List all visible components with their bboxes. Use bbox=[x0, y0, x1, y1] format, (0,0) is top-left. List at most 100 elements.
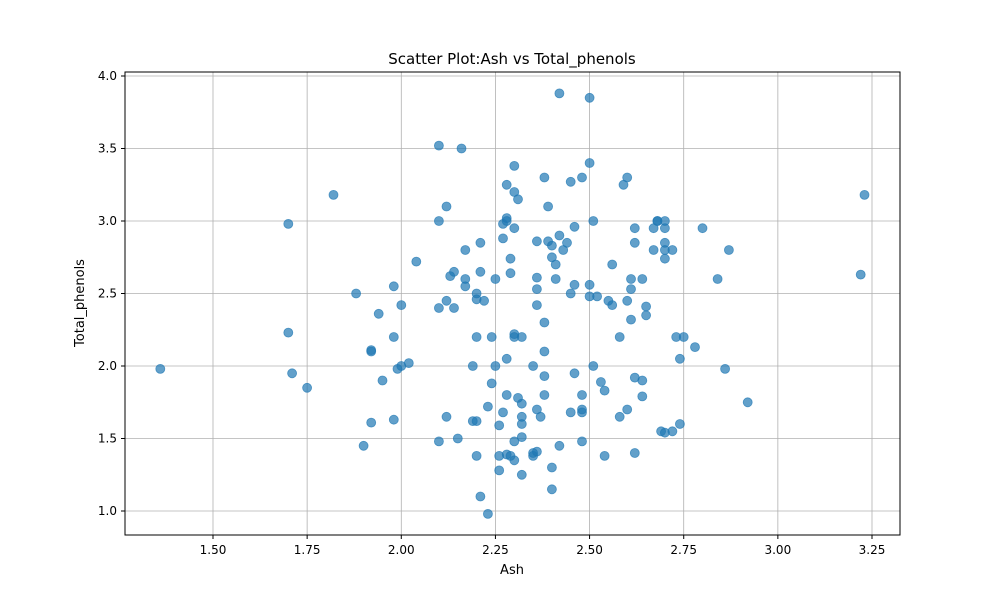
data-point bbox=[660, 253, 670, 264]
data-point bbox=[712, 274, 723, 284]
data-point bbox=[539, 346, 550, 357]
data-point bbox=[641, 310, 651, 321]
data-point bbox=[516, 398, 527, 409]
data-point bbox=[433, 303, 444, 313]
data-point bbox=[577, 436, 587, 447]
data-point bbox=[509, 436, 520, 447]
data-point bbox=[577, 172, 587, 183]
data-point bbox=[720, 363, 730, 374]
data-point bbox=[411, 256, 422, 267]
data-point bbox=[283, 327, 294, 338]
y-tick-label: 2.0 bbox=[98, 359, 117, 373]
data-point bbox=[509, 160, 520, 171]
data-point bbox=[501, 179, 512, 190]
data-point bbox=[513, 194, 523, 205]
data-point bbox=[366, 346, 377, 357]
data-point bbox=[475, 266, 486, 277]
data-point bbox=[539, 317, 550, 328]
x-tick-label: 1.50 bbox=[200, 543, 227, 557]
grid-lines bbox=[125, 72, 900, 535]
data-point bbox=[460, 245, 471, 255]
data-point bbox=[675, 419, 685, 429]
data-point bbox=[607, 300, 618, 311]
data-point bbox=[532, 300, 542, 311]
data-point bbox=[855, 269, 866, 280]
x-tick-label: 3.25 bbox=[859, 543, 886, 557]
data-point bbox=[569, 368, 580, 379]
data-point bbox=[501, 390, 512, 400]
data-point bbox=[501, 213, 512, 224]
data-point bbox=[433, 436, 444, 447]
data-point bbox=[626, 314, 636, 325]
data-point bbox=[667, 426, 678, 437]
data-point bbox=[607, 259, 618, 270]
data-point bbox=[351, 288, 362, 299]
data-point bbox=[622, 404, 633, 415]
y-tick-label: 4.0 bbox=[98, 69, 117, 83]
data-point bbox=[588, 361, 599, 371]
x-tick-label: 2.25 bbox=[482, 543, 509, 557]
data-point bbox=[494, 420, 505, 431]
data-point bbox=[328, 189, 339, 200]
data-point bbox=[441, 201, 452, 212]
data-point bbox=[678, 332, 689, 342]
data-point bbox=[505, 268, 516, 279]
data-point bbox=[490, 361, 501, 371]
data-point bbox=[532, 272, 542, 283]
data-point bbox=[648, 245, 659, 255]
data-point bbox=[388, 281, 399, 292]
data-point bbox=[433, 216, 444, 226]
data-point bbox=[565, 407, 576, 418]
data-point bbox=[547, 240, 557, 251]
data-point bbox=[501, 353, 512, 364]
data-point bbox=[588, 216, 599, 226]
data-point bbox=[577, 407, 587, 418]
data-point bbox=[516, 332, 527, 342]
y-tick-label: 2.5 bbox=[98, 287, 117, 301]
data-point bbox=[539, 172, 550, 183]
data-point bbox=[388, 332, 399, 342]
data-point bbox=[449, 266, 459, 277]
plot-area-frame bbox=[124, 71, 901, 536]
data-point bbox=[449, 303, 459, 313]
data-point bbox=[509, 455, 520, 466]
data-point bbox=[366, 417, 377, 428]
data-point bbox=[599, 450, 610, 461]
data-point bbox=[547, 462, 557, 473]
data-point bbox=[155, 363, 166, 374]
data-point bbox=[547, 484, 557, 495]
data-point bbox=[467, 361, 478, 371]
data-point bbox=[550, 274, 561, 284]
data-point bbox=[532, 284, 542, 295]
data-point bbox=[584, 279, 595, 290]
data-point bbox=[494, 465, 505, 476]
scatter-points bbox=[155, 88, 870, 519]
data-point bbox=[539, 390, 550, 400]
data-point bbox=[535, 411, 546, 422]
data-point bbox=[584, 158, 595, 168]
data-point bbox=[596, 377, 606, 387]
data-point bbox=[396, 300, 407, 311]
data-point bbox=[554, 88, 565, 99]
data-point bbox=[373, 308, 384, 319]
x-tick-label: 2.75 bbox=[670, 543, 697, 557]
data-point bbox=[637, 274, 648, 284]
data-point bbox=[486, 378, 497, 389]
data-point bbox=[565, 176, 576, 187]
data-point bbox=[460, 281, 471, 292]
data-point bbox=[539, 371, 550, 382]
x-tick-label: 2.00 bbox=[388, 543, 415, 557]
data-point bbox=[287, 368, 298, 379]
data-point bbox=[626, 274, 636, 284]
y-tick-label: 3.5 bbox=[98, 142, 117, 156]
data-point bbox=[516, 419, 527, 429]
data-point bbox=[626, 284, 636, 295]
data-point bbox=[475, 237, 486, 248]
data-point bbox=[550, 259, 561, 270]
data-point bbox=[471, 450, 482, 461]
data-point bbox=[358, 440, 369, 451]
data-point bbox=[498, 233, 508, 244]
x-tick-label: 2.50 bbox=[576, 543, 603, 557]
